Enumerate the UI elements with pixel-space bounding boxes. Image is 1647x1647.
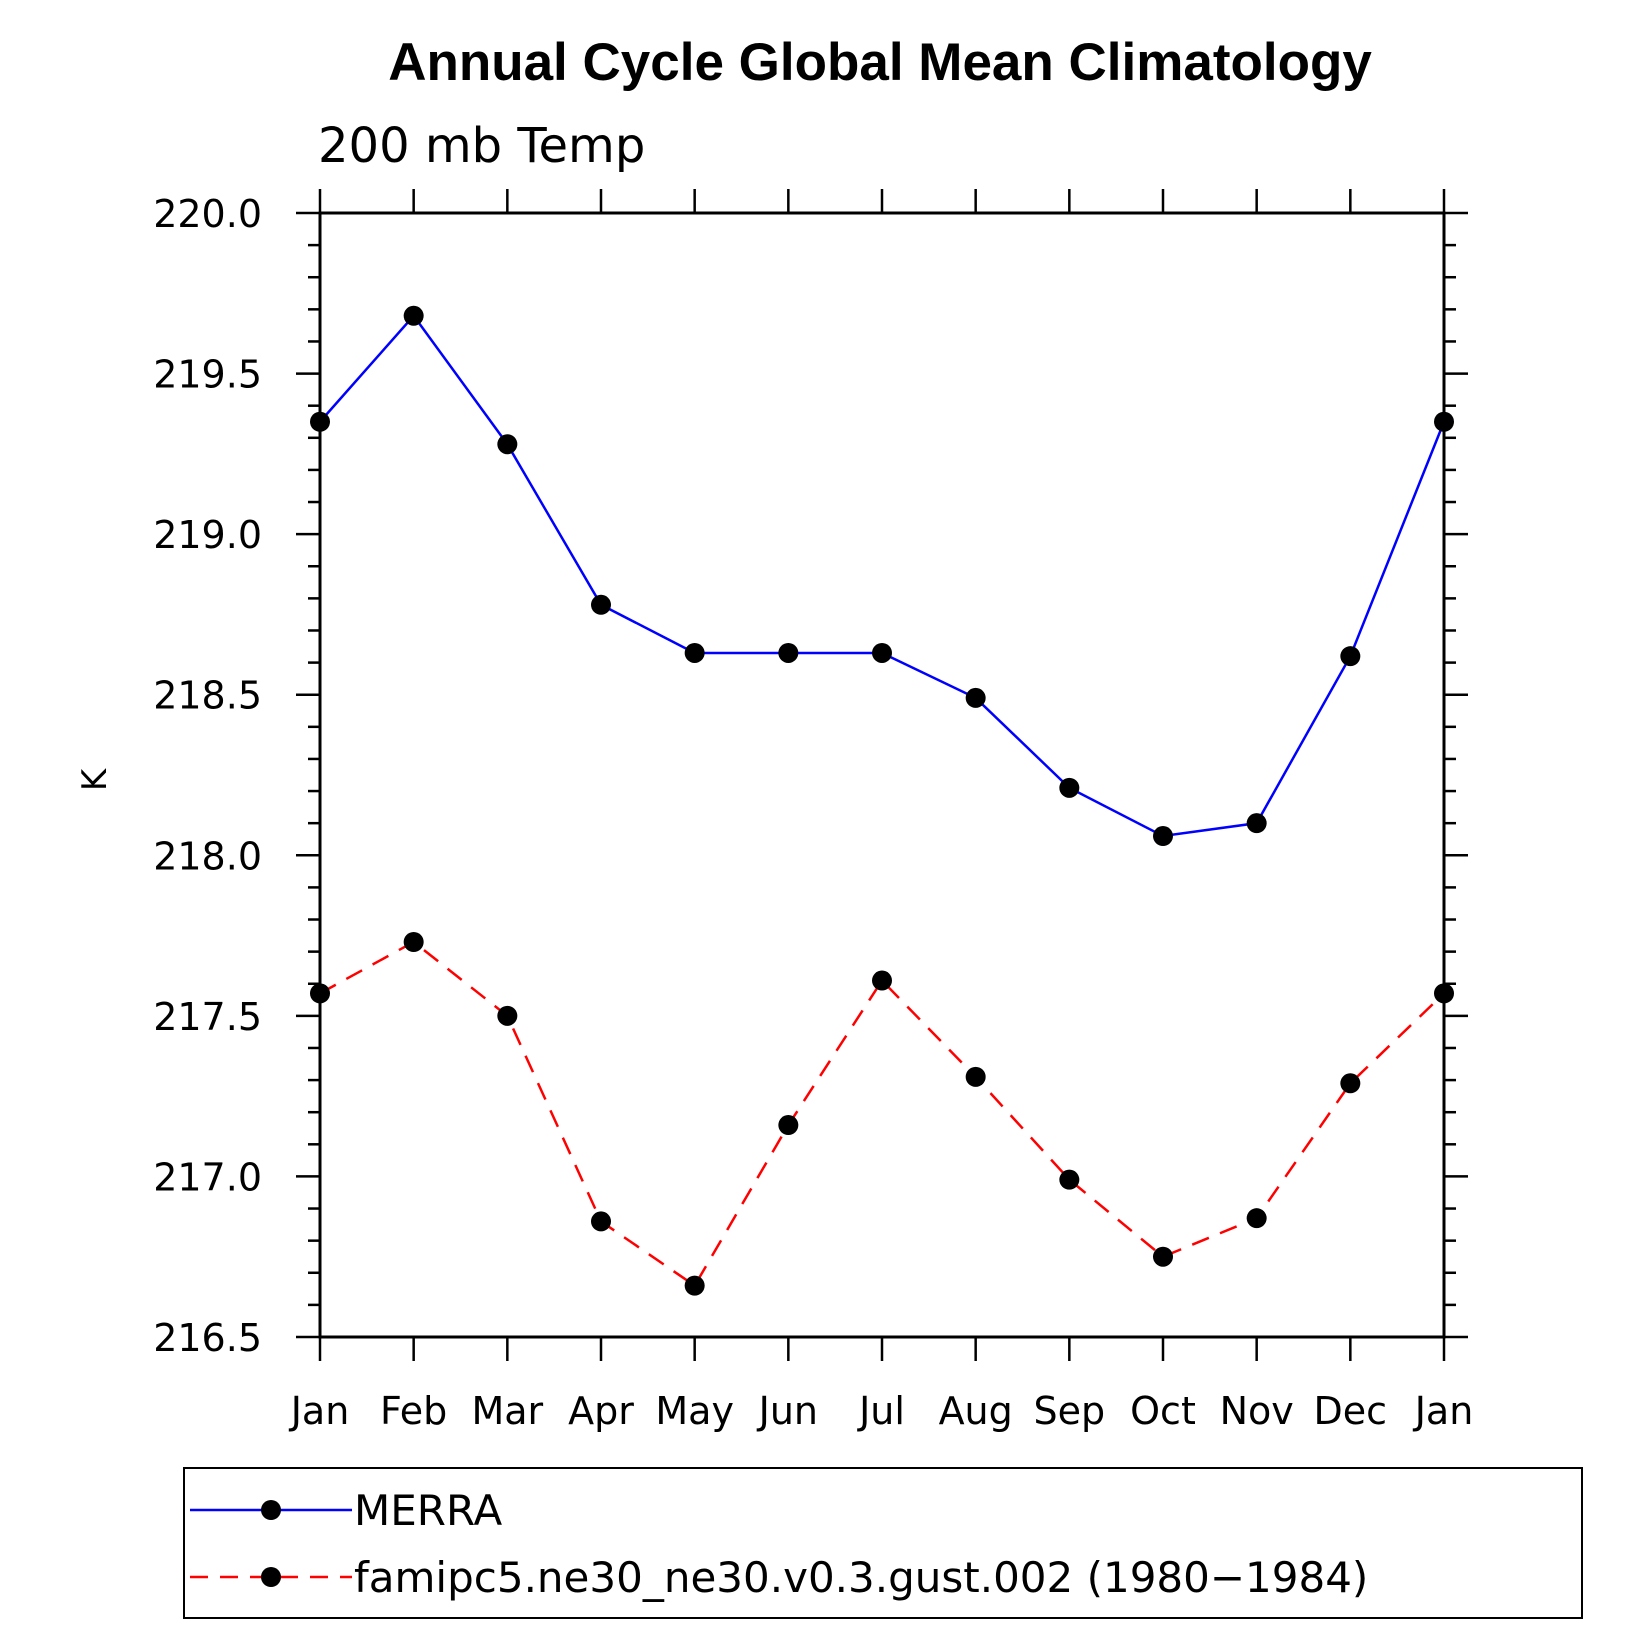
data-point — [1340, 1073, 1361, 1094]
data-point — [1059, 777, 1080, 798]
legend-marker-model — [261, 1567, 281, 1587]
y-tick-label: 216.5 — [153, 1316, 262, 1360]
x-tick-label: Aug — [939, 1389, 1013, 1433]
y-tick-labels: 216.5 217.0 217.5 218.0 218.5 219.0 219.5 220.0 — [153, 192, 262, 1360]
x-tick-label: Jan — [1413, 1389, 1474, 1433]
data-point — [310, 411, 330, 432]
y-tick-label: 217.5 — [153, 995, 262, 1039]
legend-label-merra: MERRA — [354, 1486, 502, 1535]
plot-frame — [318, 211, 1446, 1339]
x-tick-label: Jun — [757, 1389, 818, 1433]
y-tick-label: 220.0 — [153, 192, 262, 236]
data-point — [1434, 411, 1454, 432]
y-tick-label: 219.0 — [153, 513, 262, 557]
x-tick-label: Oct — [1130, 1389, 1196, 1433]
chart-title: Annual Cycle Global Mean Climatology — [388, 33, 1372, 92]
series-layer — [310, 305, 1454, 1296]
x-tick-label: May — [655, 1389, 734, 1433]
data-point — [591, 594, 611, 615]
data-point — [778, 1115, 799, 1136]
data-point — [1434, 983, 1454, 1004]
x-tick-label: Jan — [289, 1389, 350, 1433]
data-point — [310, 983, 330, 1004]
data-point — [1340, 646, 1361, 667]
y-tick-label: 218.0 — [153, 834, 262, 878]
x-ticks — [318, 189, 1446, 1361]
y-ticks — [296, 211, 1468, 1339]
data-point — [965, 687, 986, 708]
data-point — [591, 1211, 611, 1232]
data-point — [778, 642, 799, 663]
data-point — [1153, 826, 1173, 847]
y-tick-label: 219.5 — [153, 353, 262, 397]
data-point — [965, 1066, 986, 1087]
data-point — [403, 931, 424, 952]
x-tick-label: Mar — [471, 1389, 543, 1433]
x-tick-label: Nov — [1220, 1389, 1294, 1433]
chart-subtitle: 200 mb Temp — [318, 118, 645, 174]
x-tick-label: Feb — [380, 1389, 447, 1433]
x-tick-labels: Jan Feb Mar Apr May Jun Jul Aug Sep Oct Nov Dec Jan — [289, 1389, 1474, 1433]
legend-marker-merra — [261, 1500, 281, 1520]
data-point — [684, 642, 705, 663]
x-tick-label: Jul — [857, 1389, 905, 1433]
data-point — [872, 970, 892, 991]
data-point — [684, 1275, 705, 1296]
series-line-1 — [319, 940, 1445, 1288]
data-point — [1059, 1169, 1080, 1190]
data-point — [403, 305, 424, 326]
y-tick-label: 217.0 — [153, 1155, 262, 1199]
legend-box — [183, 1467, 1583, 1619]
x-tick-label: Sep — [1034, 1389, 1106, 1433]
data-point — [497, 434, 518, 455]
legend: MERRA famipc5.ne30_ne30.v0.3.gust.002 (1… — [183, 1467, 1583, 1619]
data-point — [1246, 1208, 1267, 1229]
y-axis-label: K — [75, 767, 115, 791]
legend-label-model: famipc5.ne30_ne30.v0.3.gust.002 (1980−19… — [354, 1553, 1368, 1602]
series-line-0 — [319, 313, 1446, 838]
x-tick-label: Dec — [1314, 1389, 1388, 1433]
data-point — [1246, 813, 1267, 834]
x-tick-label: Apr — [568, 1389, 634, 1433]
y-tick-label: 218.5 — [153, 674, 262, 718]
data-point — [1153, 1246, 1173, 1267]
data-point — [872, 642, 892, 663]
data-point — [497, 1005, 518, 1026]
